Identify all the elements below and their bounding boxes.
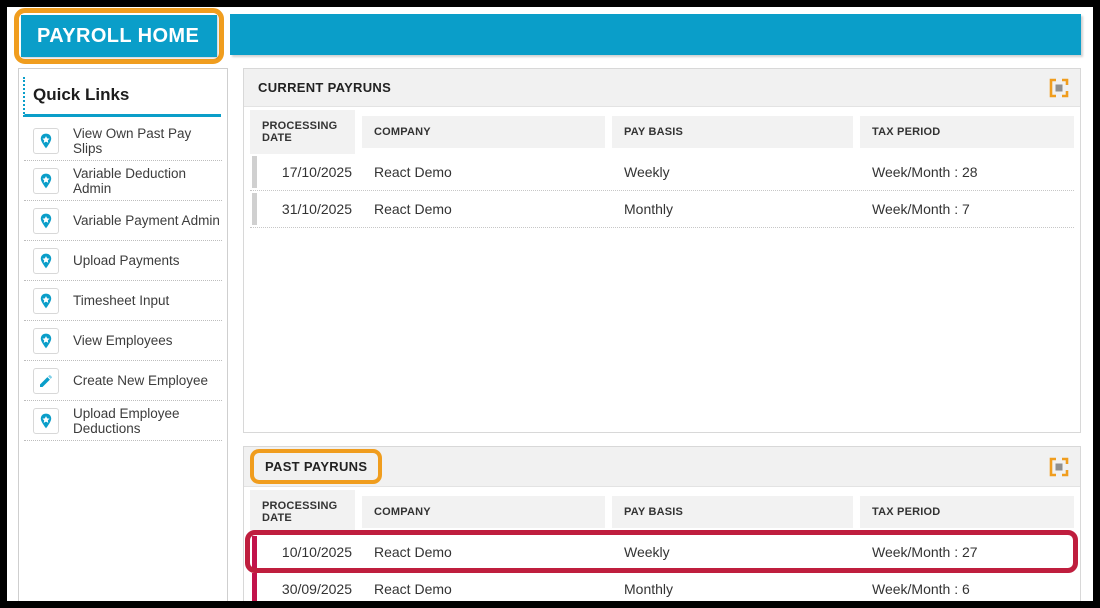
sidebar-item-view-employees[interactable]: View Employees (24, 321, 222, 361)
focus-expand-icon (1049, 457, 1069, 476)
sidebar-item-variable-deduction-admin[interactable]: Variable Deduction Admin (24, 161, 222, 201)
map-pin-icon (40, 413, 52, 428)
map-pin-icon-box (33, 327, 59, 354)
map-pin-icon (40, 133, 52, 148)
table-header: PROCESSING DATE COMPANY PAY BASIS TAX PE… (250, 110, 1074, 154)
sidebar-item-label: Upload Payments (73, 253, 180, 268)
column-header-company[interactable]: COMPANY (362, 496, 612, 528)
column-header-company[interactable]: COMPANY (362, 116, 612, 148)
current-payruns-table: PROCESSING DATE COMPANY PAY BASIS TAX PE… (250, 110, 1074, 228)
sidebar-item-timesheet-input[interactable]: Timesheet Input (24, 281, 222, 321)
sidebar-item-label: View Own Past Pay Slips (73, 125, 192, 156)
past-payruns-expand-button[interactable] (1048, 456, 1070, 478)
cell-pay-basis: Monthly (624, 581, 674, 597)
sidebar-item-view-own-past-pay-slips[interactable]: View Own Past Pay Slips (24, 121, 222, 161)
cell-company: React Demo (374, 201, 452, 217)
current-payruns-panel: CURRENT PAYRUNS PROCESSING DATE COMPANY … (243, 68, 1081, 433)
past-payruns-title: PAST PAYRUNS (250, 449, 383, 484)
map-pin-icon (40, 333, 52, 348)
cell-pay-basis: Monthly (624, 201, 674, 217)
pencil-icon (40, 374, 53, 387)
annotation-highlight-title: PAYROLL HOME (14, 8, 224, 64)
quick-links-heading: Quick Links (23, 77, 221, 117)
sidebar-item-upload-employee-deductions[interactable]: Upload Employee Deductions (24, 401, 222, 441)
cell-pay-basis: Weekly (624, 164, 670, 180)
map-pin-icon (40, 293, 52, 308)
cell-processing-date: 30/09/2025 (281, 581, 352, 597)
sidebar-item-create-new-employee[interactable]: Create New Employee (24, 361, 222, 401)
column-header-pay-basis[interactable]: PAY BASIS (612, 496, 860, 528)
map-pin-icon (40, 213, 52, 228)
past-payruns-table: PROCESSING DATE COMPANY PAY BASIS TAX PE… (245, 490, 1078, 601)
focus-expand-icon (1049, 78, 1069, 97)
current-payruns-header: CURRENT PAYRUNS (244, 69, 1080, 107)
column-header-tax-period[interactable]: TAX PERIOD (860, 496, 1074, 528)
current-payruns-expand-button[interactable] (1048, 77, 1070, 99)
cell-processing-date: 31/10/2025 (281, 201, 352, 217)
page-title: PAYROLL HOME (21, 15, 217, 57)
map-pin-icon-box (33, 207, 59, 234)
cell-tax-period: Week/Month : 7 (872, 201, 970, 217)
cell-processing-date: 17/10/2025 (281, 164, 352, 180)
table-body: 17/10/2025 React Demo Weekly Week/Month … (250, 154, 1074, 228)
cell-processing-date: 10/10/2025 (281, 544, 352, 560)
cell-company: React Demo (374, 581, 452, 597)
cell-pay-basis: Weekly (624, 544, 670, 560)
map-pin-icon-box (33, 127, 59, 154)
sidebar-item-label: View Employees (73, 333, 173, 348)
cell-company: React Demo (374, 544, 452, 560)
quick-links-list: View Own Past Pay Slips Variable Deducti… (19, 121, 227, 441)
cell-tax-period: Week/Month : 28 (872, 164, 978, 180)
map-pin-icon-box (33, 407, 59, 434)
table-row[interactable]: 17/10/2025 React Demo Weekly Week/Month … (250, 154, 1074, 191)
column-header-processing-date[interactable]: PROCESSING DATE (250, 490, 362, 534)
sidebar-item-upload-payments[interactable]: Upload Payments (24, 241, 222, 281)
sidebar-item-label: Upload Employee Deductions (73, 405, 180, 436)
past-payruns-panel: PAST PAYRUNS PROCESSING DATE COMPANY PAY… (243, 446, 1081, 601)
column-header-tax-period[interactable]: TAX PERIOD (860, 116, 1074, 148)
sidebar-item-variable-payment-admin[interactable]: Variable Payment Admin (24, 201, 222, 241)
pencil-icon-box (33, 367, 59, 394)
table-row[interactable]: 31/10/2025 React Demo Monthly Week/Month… (250, 191, 1074, 228)
cell-company: React Demo (374, 164, 452, 180)
map-pin-icon-box (33, 247, 59, 274)
cell-tax-period: Week/Month : 6 (872, 581, 970, 597)
quick-links-sidebar: Quick Links View Own Past Pay Slips Vari… (18, 68, 228, 601)
cell-tax-period: Week/Month : 27 (872, 544, 978, 560)
column-header-processing-date[interactable]: PROCESSING DATE (250, 110, 362, 154)
sidebar-item-label: Variable Payment Admin (73, 213, 220, 228)
table-header: PROCESSING DATE COMPANY PAY BASIS TAX PE… (250, 490, 1074, 534)
current-payruns-title: CURRENT PAYRUNS (258, 80, 392, 95)
map-pin-icon (40, 253, 52, 268)
sidebar-item-label: Timesheet Input (73, 293, 170, 308)
column-header-pay-basis[interactable]: PAY BASIS (612, 116, 860, 148)
map-pin-icon-box (33, 167, 59, 194)
past-payruns-header: PAST PAYRUNS (244, 447, 1080, 487)
top-header-bar (230, 14, 1081, 55)
table-body: 10/10/2025 React Demo Weekly Week/Month … (245, 530, 1078, 601)
map-pin-icon-box (33, 287, 59, 314)
sidebar-item-label: Create New Employee (73, 373, 209, 388)
map-pin-icon (40, 173, 52, 188)
table-row-highlighted[interactable]: 10/10/2025 React Demo Weekly Week/Month … (245, 530, 1078, 573)
table-row[interactable]: 30/09/2025 React Demo Monthly Week/Month… (250, 571, 1074, 601)
sidebar-item-label: Variable Deduction Admin (73, 165, 187, 196)
